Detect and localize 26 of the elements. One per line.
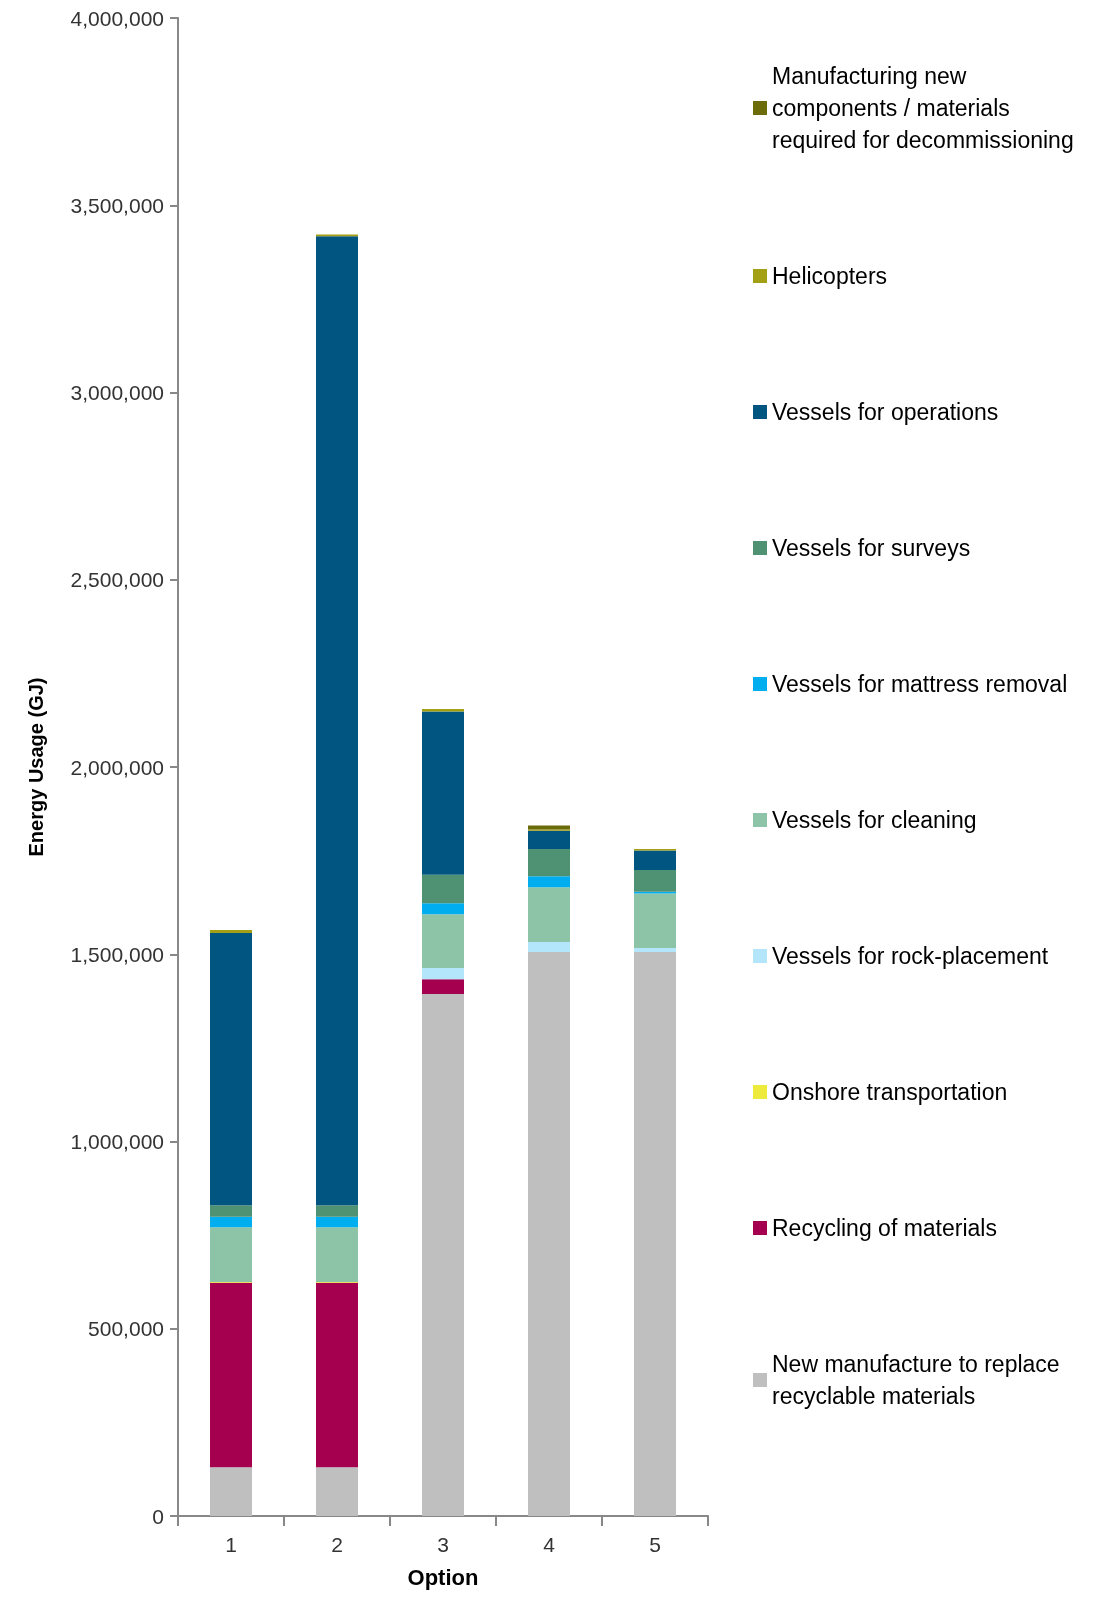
legend-label: New manufacture to replace recyclable materials <box>772 1351 1067 1409</box>
y-tick-label: 0 <box>152 1504 164 1528</box>
x-tick-label: 5 <box>649 1533 661 1556</box>
y-tick-label: 3,500,000 <box>70 193 164 217</box>
legend-label: Recycling of materials <box>772 1215 997 1241</box>
x-tick-label: 4 <box>543 1533 556 1556</box>
x-tick-label: 2 <box>331 1533 343 1556</box>
legend-label: Vessels for operations <box>772 399 999 425</box>
y-tick-label: 500,000 <box>88 1317 164 1341</box>
legend-label: Vessels for cleaning <box>772 807 977 833</box>
legend-label: Helicopters <box>772 263 888 289</box>
y-tick-label: 2,500,000 <box>70 568 164 592</box>
y-tick-label: 1,500,000 <box>70 942 164 966</box>
legend-label: Vessels for mattress removal <box>772 671 1068 697</box>
legend-label: Manufacturing new components / materials required for decommissioning <box>772 63 1074 153</box>
x-tick-label: 1 <box>225 1533 237 1556</box>
y-tick-label: 1,000,000 <box>70 1130 164 1153</box>
y-tick-label: 4,000,000 <box>70 6 164 30</box>
y-tick-label: 3,000,000 <box>70 381 164 404</box>
x-axis-title: Option <box>407 1564 479 1590</box>
legend-label: Vessels for rock-placement <box>772 943 1049 969</box>
y-axis-title: Energy Usage (GJ) <box>25 677 47 857</box>
x-tick-label: 3 <box>437 1533 449 1556</box>
legend-label: Vessels for surveys <box>772 535 971 561</box>
y-tick-label: 2,000,000 <box>70 755 164 779</box>
legend-label: Onshore transportation <box>772 1079 1008 1105</box>
